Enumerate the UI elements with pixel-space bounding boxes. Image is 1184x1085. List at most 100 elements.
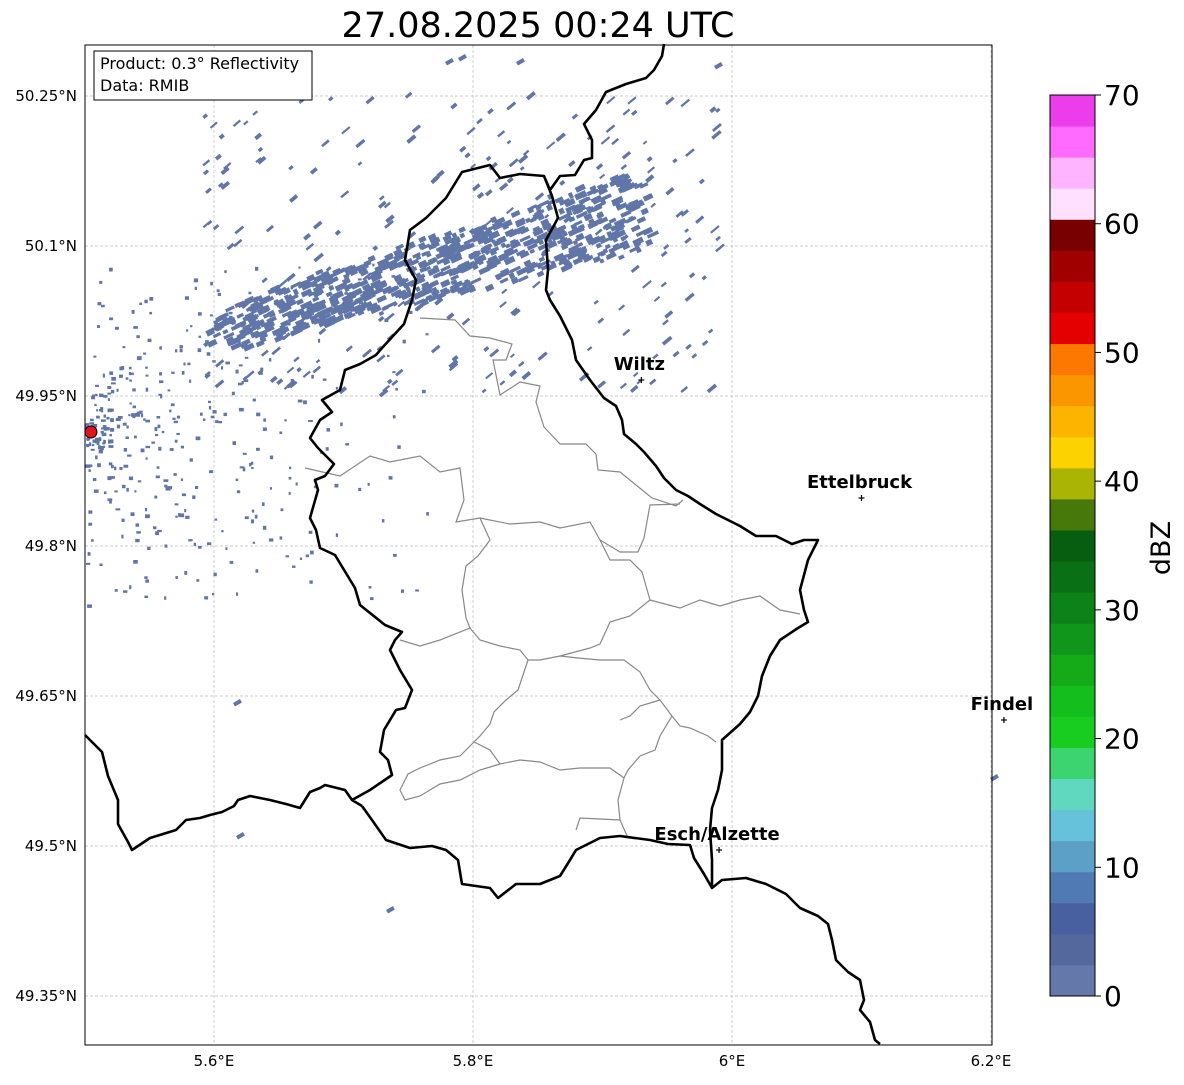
echo-pixel — [228, 311, 233, 315]
echo-pixel — [96, 415, 100, 419]
echo-pixel — [299, 300, 313, 311]
echo-pixel — [608, 217, 617, 224]
echo-pixel — [242, 376, 248, 381]
echo-pixel — [315, 359, 321, 364]
echo-pixel — [251, 509, 255, 513]
colorbar-label: dBZ — [1146, 521, 1177, 575]
echo-pixel — [194, 286, 197, 290]
colorbar-cell — [1050, 685, 1095, 717]
echo-pixel — [594, 234, 606, 244]
echo-pixel — [471, 262, 479, 271]
echo-pixel — [546, 240, 558, 250]
echo-pixel — [107, 392, 112, 395]
echo-pixel — [158, 446, 162, 451]
echo-pixel — [377, 315, 385, 323]
echo-pixel — [497, 252, 510, 262]
echo-pixel — [715, 243, 725, 253]
echo-pixel — [400, 290, 413, 301]
echo-pixel — [509, 228, 519, 237]
echo-pixel — [612, 176, 619, 183]
echo-pixel — [109, 267, 113, 272]
echo-pixel — [175, 349, 178, 353]
colorbar-cell — [1050, 654, 1095, 686]
echo-pixel — [175, 515, 178, 518]
echo-pixel — [370, 597, 374, 601]
echo-pixel — [255, 157, 262, 163]
echo-pixel — [178, 513, 181, 517]
echo-pixel — [190, 325, 193, 328]
echo-pixel — [198, 312, 202, 316]
echo-pixel — [421, 251, 428, 257]
echo-pixel — [161, 430, 165, 434]
echo-pixel — [212, 410, 217, 414]
echo-pixel — [106, 416, 110, 420]
echo-pixel — [247, 324, 259, 333]
echo-pixel — [384, 219, 395, 229]
echo-pixel — [93, 489, 99, 493]
echo-pixel — [236, 832, 245, 840]
echo-pixel — [280, 319, 290, 328]
echo-pixel — [506, 176, 514, 184]
echo-pixel — [518, 361, 525, 367]
echo-pixel — [484, 189, 493, 197]
echo-pixel — [609, 229, 620, 237]
echo-pixel — [98, 437, 102, 442]
echo-pixel — [235, 369, 239, 374]
echo-pixel — [189, 458, 193, 462]
echo-pixel — [226, 337, 240, 347]
echo-pixel — [299, 557, 303, 560]
echo-pixel — [90, 464, 93, 468]
echo-pixel — [187, 362, 191, 366]
echo-pixel — [131, 413, 136, 417]
echo-pixel — [164, 484, 168, 488]
echo-pixel — [621, 150, 632, 160]
echo-pixel — [312, 296, 320, 303]
echo-pixel — [240, 340, 248, 347]
echo-pixel — [93, 355, 97, 358]
echo-pixel — [444, 249, 455, 260]
echo-pixel — [207, 542, 212, 546]
colorbar-tick-label: 30 — [1104, 594, 1140, 627]
echo-pixel — [271, 346, 282, 356]
echo-pixel — [135, 523, 140, 527]
echo-pixel — [282, 302, 292, 311]
echo-pixel — [592, 255, 602, 264]
echo-pixel — [573, 219, 583, 227]
echo-pixel — [316, 279, 330, 289]
echo-pixel — [159, 372, 163, 376]
echo-pixel — [218, 312, 229, 320]
echo-pixel — [560, 238, 574, 249]
echo-pixel — [393, 248, 403, 257]
echo-pixel — [559, 235, 566, 241]
echo-pixel — [392, 371, 396, 374]
echo-pixel — [404, 91, 413, 99]
echo-pixel — [701, 339, 709, 347]
echo-pixel — [235, 478, 239, 482]
echo-pixel — [388, 257, 400, 266]
echo-pixel — [293, 326, 300, 332]
echo-pixel — [436, 257, 448, 265]
echo-pixel — [695, 215, 705, 224]
echo-pixel — [425, 333, 429, 336]
echo-pixel — [384, 265, 387, 270]
echo-pixel — [646, 230, 660, 239]
echo-pixel — [144, 576, 148, 579]
echo-pixel — [145, 366, 148, 369]
colorbar-cell — [1050, 964, 1095, 997]
colorbar-tick-label: 20 — [1104, 723, 1140, 756]
echo-pixel — [123, 448, 128, 452]
echo-pixel — [714, 62, 723, 70]
echo-pixel — [376, 257, 390, 267]
echo-pixel — [312, 302, 321, 311]
echo-pixel — [378, 388, 389, 398]
echo-pixel — [672, 350, 680, 358]
echo-pixel — [711, 130, 722, 140]
echo-pixel — [343, 273, 350, 279]
echo-pixel — [381, 305, 387, 311]
echo-pixel — [96, 442, 100, 446]
echo-pixel — [684, 228, 690, 233]
echo-pixel — [555, 132, 566, 142]
echo-pixel — [226, 242, 235, 251]
echo-pixel — [290, 331, 296, 337]
echo-pixel — [98, 449, 104, 454]
